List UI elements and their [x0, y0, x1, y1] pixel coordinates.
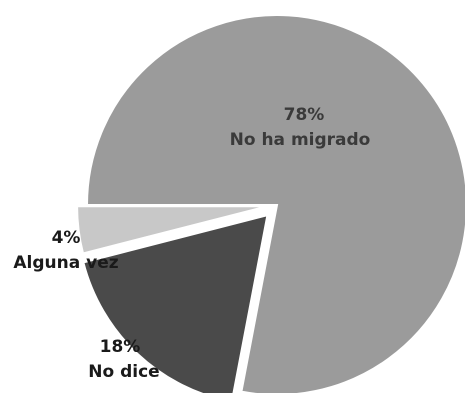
slice-label-no-ha-migrado-percent: 78%: [284, 105, 325, 125]
slice-label-alguna-vez-percent: 4%: [52, 228, 81, 248]
slices-group: [76, 14, 465, 393]
pie-slice-alguna-vez: [76, 205, 268, 255]
slice-label-no-dice-percent: 18%: [100, 337, 141, 357]
slice-label-no-dice-name: No dice: [88, 362, 159, 382]
slice-label-alguna-vez-name: Alguna vez: [13, 253, 118, 273]
labels-group: 78% No ha migrado 4% Alguna vez 18% No d…: [13, 105, 370, 382]
pie-slice-no-dice: [82, 213, 269, 393]
slice-label-no-ha-migrado-name: No ha migrado: [230, 130, 371, 150]
pie-slice-no-ha-migrado: [85, 14, 465, 393]
